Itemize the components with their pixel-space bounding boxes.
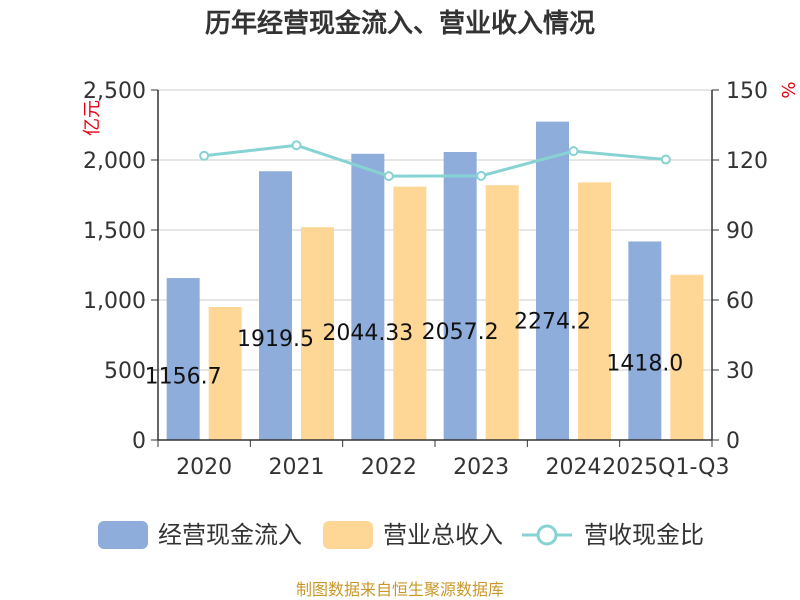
right-axis-tick-label: 30 [726, 359, 754, 384]
data-label: 2044.33 [322, 321, 413, 346]
bar-revenue [301, 227, 334, 440]
bar-revenue [208, 307, 242, 440]
left-axis-tick-label: 500 [104, 359, 146, 384]
x-axis-tick-label: 2020 [176, 455, 232, 480]
ratio-line [203, 143, 666, 178]
bar-revenue [670, 274, 704, 440]
grid-lines [158, 89, 712, 371]
ratio-point [568, 146, 579, 157]
data-label: 1156.7 [145, 364, 222, 389]
bar-revenue [393, 186, 427, 440]
left-axis-tick-label: 1,000 [83, 289, 146, 314]
data-label: 1418.0 [606, 352, 683, 377]
data-label: 2057.2 [422, 320, 499, 345]
bar-revenue [578, 182, 611, 440]
ratio-point [291, 140, 302, 151]
line-group [199, 140, 671, 182]
legend-item-revenue[interactable]: 营业总收入 [323, 521, 503, 549]
right-axis-tick-label: 120 [726, 149, 768, 174]
legend-item-ratio[interactable]: 营收现金比 [522, 521, 704, 549]
right-axis-tick-label: 0 [726, 429, 740, 454]
bar-group [166, 121, 704, 440]
bar-revenue [485, 185, 519, 440]
right-axis-tick-label: 60 [726, 289, 754, 314]
right-axis-tick-label: 90 [726, 219, 754, 244]
bar-cash-inflow [166, 278, 200, 440]
bar-cash-inflow [351, 153, 385, 440]
left-axis-tick-label: 2,500 [83, 79, 146, 104]
source-note: 制图数据来自恒生聚源数据库 [296, 580, 504, 599]
x-axis-tick-label: 2023 [453, 455, 509, 480]
legend-item-cash-inflow[interactable]: 经营现金流入 [98, 521, 302, 549]
left-axis-unit: 亿元 [82, 100, 103, 136]
x-axis-tick-label: 2025Q1-Q3 [602, 455, 729, 480]
legend[interactable]: 经营现金流入 营业总收入 营收现金比 [98, 521, 704, 549]
right-axis-tick-label: 150 [726, 79, 768, 104]
x-axis-tick-label: 2024 [546, 455, 602, 480]
x-axis-tick-label: 2021 [269, 455, 325, 480]
legend-swatch-marker [536, 524, 558, 546]
ratio-point [660, 154, 671, 165]
right-axis-unit: % [777, 81, 798, 98]
data-label: 1919.5 [237, 327, 314, 352]
legend-swatch [98, 521, 148, 549]
axes: 0 500 1,000 1,500 2,000 2,500 0 30 60 90 120 150 202… [83, 79, 768, 480]
ratio-point [476, 170, 487, 181]
data-labels: 1156.7 1919.5 2044.33 2057.2 2274.2 1418.0 [145, 310, 684, 390]
ratio-point [383, 171, 394, 182]
left-axis-tick-label: 0 [132, 429, 146, 454]
data-label: 2274.2 [514, 310, 591, 335]
bar-cash-inflow [443, 151, 477, 440]
chart-title: 历年经营现金流入、营业收入情况 [205, 8, 595, 39]
x-axis-tick-label: 2022 [361, 455, 417, 480]
legend-label: 经营现金流入 [158, 521, 302, 549]
bar-cash-inflow [628, 241, 662, 440]
legend-label: 营业总收入 [383, 521, 503, 549]
legend-swatch [323, 521, 373, 549]
bar-cash-inflow [259, 171, 292, 440]
left-axis-tick-label: 2,000 [83, 149, 146, 174]
bar-cash-inflow [536, 121, 569, 440]
left-axis-tick-label: 1,500 [83, 219, 146, 244]
legend-label: 营收现金比 [584, 521, 704, 549]
ratio-point [199, 150, 210, 161]
